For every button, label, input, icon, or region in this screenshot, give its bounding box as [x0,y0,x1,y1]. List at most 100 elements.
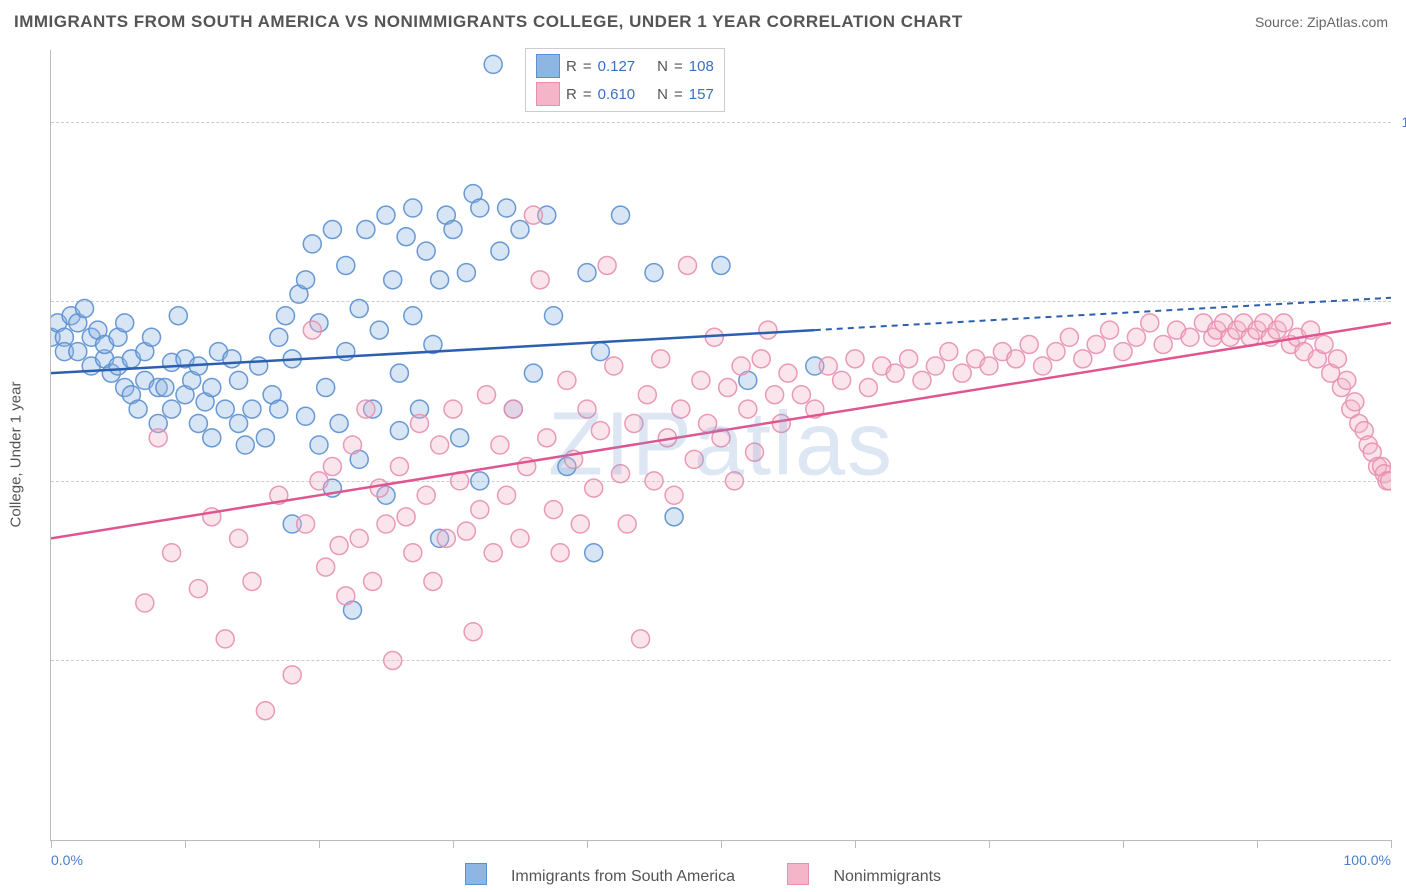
data-point-immigrants [169,307,187,325]
data-point-nonimmigrants [719,379,737,397]
data-point-nonimmigrants [551,544,569,562]
data-point-immigrants [511,221,529,239]
data-point-nonimmigrants [571,515,589,533]
x-tick [185,840,186,848]
data-point-nonimmigrants [478,386,496,404]
data-point-nonimmigrants [310,472,328,490]
data-point-immigrants [297,271,315,289]
data-point-nonimmigrants [859,379,877,397]
data-point-immigrants [578,264,596,282]
data-point-immigrants [491,242,509,260]
n-value-nonimmigrants: 157 [689,86,714,103]
data-point-nonimmigrants [344,436,362,454]
data-point-nonimmigrants [900,350,918,368]
data-point-immigrants [417,242,435,260]
data-point-immigrants [397,228,415,246]
data-point-immigrants [377,206,395,224]
data-point-nonimmigrants [390,458,408,476]
x-tick [1391,840,1392,848]
data-point-immigrants [357,221,375,239]
data-point-immigrants [404,199,422,217]
data-point-immigrants [270,328,288,346]
data-point-nonimmigrants [370,479,388,497]
data-point-nonimmigrants [1047,343,1065,361]
data-point-nonimmigrants [953,364,971,382]
data-point-immigrants [350,300,368,318]
data-point-nonimmigrants [679,256,697,274]
legend-swatch-immigrants [536,54,560,78]
data-point-nonimmigrants [545,501,563,519]
data-point-immigrants [76,300,94,318]
data-point-immigrants [277,307,295,325]
data-point-nonimmigrants [725,472,743,490]
legend-row-nonimmigrants: R = 0.610 N = 157 [536,80,714,108]
data-point-nonimmigrants [886,364,904,382]
data-point-nonimmigrants [1114,343,1132,361]
data-point-nonimmigrants [578,400,596,418]
data-point-nonimmigrants [377,515,395,533]
data-point-nonimmigrants [558,371,576,389]
data-point-immigrants [524,364,542,382]
data-point-immigrants [645,264,663,282]
data-point-immigrants [203,429,221,447]
bottom-legend-item-nonimmigrants: Nonimmigrants [775,868,953,885]
data-point-immigrants [484,55,502,73]
data-point-immigrants [250,357,268,375]
data-point-nonimmigrants [404,544,422,562]
data-point-nonimmigrants [230,529,248,547]
data-point-immigrants [545,307,563,325]
data-point-nonimmigrants [759,321,777,339]
data-point-nonimmigrants [1141,314,1159,332]
data-point-nonimmigrants [243,572,261,590]
scatter-svg [51,50,1391,840]
data-point-nonimmigrants [464,623,482,641]
r-label: R [566,58,577,75]
data-point-immigrants [471,199,489,217]
data-point-nonimmigrants [283,666,301,684]
data-point-immigrants [585,544,603,562]
data-point-nonimmigrants [524,206,542,224]
data-point-nonimmigrants [216,630,234,648]
legend-row-immigrants: R = 0.127 N = 108 [536,52,714,80]
data-point-nonimmigrants [163,544,181,562]
source-label: Source: ZipAtlas.com [1255,14,1388,30]
data-point-nonimmigrants [1034,357,1052,375]
data-point-nonimmigrants [330,537,348,555]
data-point-nonimmigrants [444,400,462,418]
x-tick [1123,840,1124,848]
data-point-immigrants [404,307,422,325]
bottom-swatch-immigrants [465,863,487,885]
data-point-immigrants [216,400,234,418]
data-point-nonimmigrants [652,350,670,368]
data-point-nonimmigrants [612,465,630,483]
data-point-immigrants [330,414,348,432]
data-point-nonimmigrants [585,479,603,497]
data-point-nonimmigrants [256,702,274,720]
data-point-nonimmigrants [598,256,616,274]
data-point-immigrants [384,271,402,289]
data-point-nonimmigrants [189,580,207,598]
legend-swatch-nonimmigrants [536,82,560,106]
data-point-nonimmigrants [504,400,522,418]
x-tick [453,840,454,848]
data-point-nonimmigrants [618,515,636,533]
data-point-nonimmigrants [417,486,435,504]
data-point-nonimmigrants [645,472,663,490]
data-point-nonimmigrants [665,486,683,504]
data-point-immigrants [665,508,683,526]
trend-line-nonimmigrants [51,323,1391,538]
data-point-nonimmigrants [833,371,851,389]
data-point-nonimmigrants [732,357,750,375]
data-point-immigrants [451,429,469,447]
data-point-immigrants [297,407,315,425]
data-point-nonimmigrants [484,544,502,562]
data-point-immigrants [390,422,408,440]
data-point-immigrants [270,400,288,418]
n-label: N [657,58,668,75]
data-point-nonimmigrants [1020,335,1038,353]
bottom-legend-item-immigrants: Immigrants from South America [453,868,752,885]
data-point-immigrants [243,400,261,418]
data-point-immigrants [189,414,207,432]
data-point-nonimmigrants [357,400,375,418]
data-point-immigrants [143,328,161,346]
